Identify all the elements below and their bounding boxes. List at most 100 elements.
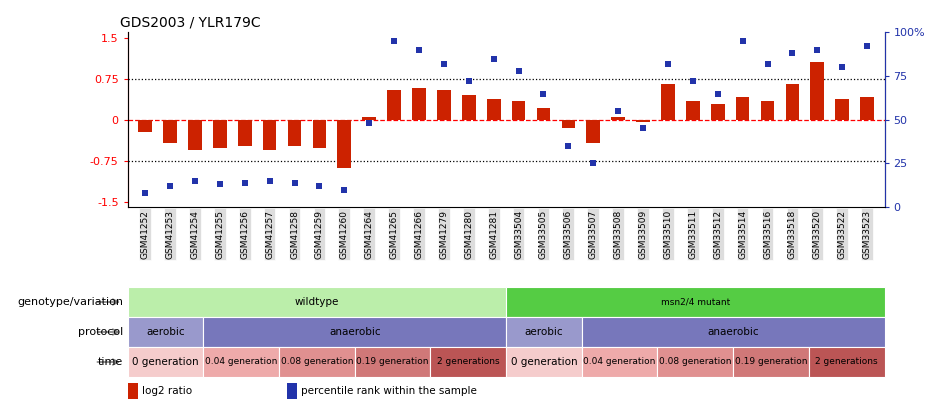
Point <box>137 190 152 196</box>
Bar <box>611 117 625 120</box>
Bar <box>710 104 725 120</box>
Bar <box>512 100 525 120</box>
Bar <box>835 99 850 120</box>
Bar <box>437 90 450 120</box>
Point <box>660 61 675 67</box>
Text: time: time <box>97 357 123 367</box>
Text: aerobic: aerobic <box>147 327 184 337</box>
Bar <box>362 117 377 120</box>
Text: log2 ratio: log2 ratio <box>142 386 192 396</box>
Point <box>237 179 253 186</box>
Point <box>710 90 726 97</box>
Bar <box>128 317 203 347</box>
Bar <box>785 84 799 120</box>
Point <box>586 160 601 166</box>
Point <box>610 108 625 114</box>
Text: 0.08 generation: 0.08 generation <box>659 358 731 367</box>
Point <box>337 186 352 193</box>
Bar <box>733 347 809 377</box>
Bar <box>338 120 351 168</box>
Bar <box>761 100 775 120</box>
Point <box>462 78 477 85</box>
Bar <box>587 120 600 143</box>
Text: 0 generation: 0 generation <box>511 357 577 367</box>
Bar <box>582 317 885 347</box>
Text: protocol: protocol <box>78 327 123 337</box>
Text: 2 generations: 2 generations <box>815 358 878 367</box>
Point <box>535 90 551 97</box>
Point <box>834 64 850 70</box>
Bar <box>462 95 476 120</box>
Text: 0.04 generation: 0.04 generation <box>205 358 277 367</box>
Point <box>785 50 800 57</box>
Bar <box>128 347 203 377</box>
Text: GDS2003 / YLR179C: GDS2003 / YLR179C <box>120 16 261 30</box>
Text: anaerobic: anaerobic <box>708 327 759 337</box>
Bar <box>287 383 297 399</box>
Point <box>262 177 277 184</box>
Text: msn2/4 mutant: msn2/4 mutant <box>660 298 730 307</box>
Bar <box>263 120 276 150</box>
Bar <box>128 383 138 399</box>
Bar <box>811 62 824 120</box>
Text: 0 generation: 0 generation <box>132 357 199 367</box>
Point <box>561 143 576 149</box>
Bar <box>506 347 582 377</box>
Point <box>412 47 427 53</box>
Point <box>387 38 402 45</box>
Bar <box>562 120 575 128</box>
Bar <box>279 347 355 377</box>
Bar <box>387 90 401 120</box>
Bar <box>213 120 227 148</box>
Point <box>163 183 178 189</box>
Bar <box>188 120 201 150</box>
Point <box>511 68 526 74</box>
Text: percentile rank within the sample: percentile rank within the sample <box>301 386 477 396</box>
Point <box>685 78 700 85</box>
Bar <box>203 347 279 377</box>
Point <box>287 179 302 186</box>
Point <box>312 183 327 189</box>
Point <box>735 38 750 45</box>
Point <box>636 125 651 132</box>
Text: genotype/variation: genotype/variation <box>17 297 123 307</box>
Bar <box>355 347 430 377</box>
Text: aerobic: aerobic <box>525 327 563 337</box>
Point <box>860 43 875 49</box>
Bar <box>860 97 874 120</box>
Point <box>187 177 202 184</box>
Text: wildtype: wildtype <box>295 297 339 307</box>
Bar <box>487 99 500 120</box>
Bar <box>164 120 177 143</box>
Bar <box>288 120 302 146</box>
Text: anaerobic: anaerobic <box>329 327 380 337</box>
Text: 0.08 generation: 0.08 generation <box>281 358 353 367</box>
Point <box>436 61 451 67</box>
Bar <box>237 120 252 146</box>
Bar <box>138 120 152 132</box>
Bar <box>203 317 506 347</box>
Point <box>212 181 227 188</box>
Bar <box>736 97 749 120</box>
Bar <box>661 84 674 120</box>
Bar <box>582 347 657 377</box>
Point <box>810 47 825 53</box>
Bar <box>657 347 733 377</box>
Bar <box>506 287 885 317</box>
Bar <box>636 120 650 122</box>
Bar <box>686 100 700 120</box>
Point <box>361 120 377 126</box>
Point <box>760 61 775 67</box>
Bar <box>506 317 582 347</box>
Text: 0.04 generation: 0.04 generation <box>584 358 656 367</box>
Bar <box>412 88 426 120</box>
Point <box>486 55 501 62</box>
Text: 0.19 generation: 0.19 generation <box>357 358 429 367</box>
Bar <box>430 347 506 377</box>
Bar <box>536 108 551 120</box>
Bar <box>809 347 885 377</box>
Bar <box>312 120 326 148</box>
Text: 0.19 generation: 0.19 generation <box>735 358 807 367</box>
Text: 2 generations: 2 generations <box>437 358 499 367</box>
Bar <box>128 287 506 317</box>
